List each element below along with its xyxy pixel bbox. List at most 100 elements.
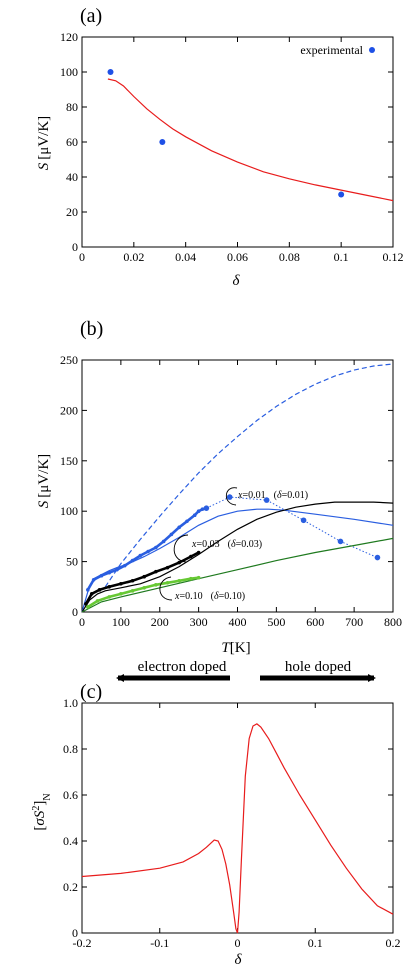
data-point bbox=[107, 570, 112, 575]
panel-b-ylabel-var: S bbox=[36, 500, 52, 508]
data-point bbox=[189, 554, 193, 559]
x-tick-label: -0.2 bbox=[73, 936, 92, 950]
plot-frame bbox=[81, 359, 394, 613]
data-point bbox=[185, 519, 189, 524]
data-point bbox=[161, 539, 166, 544]
data-point bbox=[142, 574, 146, 579]
data-point bbox=[159, 139, 166, 145]
y-tick-label: 200 bbox=[60, 403, 78, 417]
data-point bbox=[142, 586, 146, 590]
y-tick-label: 0.6 bbox=[63, 788, 78, 802]
series-line-0 bbox=[81, 723, 394, 934]
y-tick-label: 250 bbox=[60, 353, 78, 367]
y-tick-label: 0.2 bbox=[63, 880, 78, 894]
y-tick-label: 60 bbox=[66, 135, 78, 149]
data-point bbox=[86, 588, 90, 592]
hole-doped-label: hole doped bbox=[285, 659, 352, 675]
panel-c-ylabel-sigma: σS bbox=[32, 810, 48, 825]
data-point bbox=[107, 69, 114, 75]
data-point bbox=[203, 505, 210, 511]
plot-b-area: 0 100 200 300 400 500 600 700 800 0 50 100 150 200 250 bbox=[60, 353, 402, 629]
data-point bbox=[130, 578, 135, 583]
data-point bbox=[119, 581, 123, 586]
annotation-x010: x=0.10 (δ=0.10) bbox=[174, 591, 245, 602]
x-tick-label: 200 bbox=[151, 615, 169, 629]
panel-a-ylabel-unit: [μV/K] bbox=[36, 116, 52, 160]
y-tick-label: 40 bbox=[66, 170, 78, 184]
x-tick-label: 0 bbox=[79, 615, 85, 629]
electron-doped-label: electron doped bbox=[138, 659, 227, 675]
x-tick-label: 0.04 bbox=[175, 250, 196, 264]
legend-label-experimental: experimental bbox=[300, 43, 363, 57]
y-tick-label: 0 bbox=[72, 926, 78, 940]
data-point bbox=[86, 605, 90, 609]
panel-b-xlabel: T[K] bbox=[221, 640, 250, 656]
annotation-bracket-x003 bbox=[173, 534, 189, 563]
data-point bbox=[146, 549, 150, 554]
series-dotted-line bbox=[206, 496, 378, 559]
panel-c-label: (c) bbox=[80, 681, 102, 703]
x-tick-label: 0 bbox=[79, 250, 85, 264]
data-point bbox=[263, 497, 270, 503]
x-tick-label: 0 bbox=[235, 936, 241, 950]
data-point bbox=[226, 494, 233, 500]
annotation-bracket-x010 bbox=[159, 576, 173, 601]
panel-a-ylabel-var: S bbox=[36, 162, 52, 170]
data-point bbox=[177, 560, 181, 565]
y-tick-label: 20 bbox=[66, 205, 78, 219]
panel-b: (b) 0 100 200 300 400 500 600 700 800 0 50 100 150 20… bbox=[36, 318, 402, 656]
panel-b-label: (b) bbox=[80, 318, 103, 340]
data-point bbox=[130, 589, 135, 593]
x-tick-label: 0.12 bbox=[383, 250, 404, 264]
panel-b-ylabel: S [μV/K] bbox=[36, 454, 52, 508]
data-point bbox=[300, 517, 307, 524]
panel-c-ylabel-sup: 2 bbox=[31, 806, 42, 811]
series-line-4 bbox=[81, 501, 394, 613]
panel-a-xlabel: δ bbox=[233, 273, 241, 289]
plot-frame bbox=[81, 36, 394, 248]
y-tick-label: 0.8 bbox=[63, 742, 78, 756]
data-point bbox=[177, 578, 181, 583]
x-tick-label: 0.02 bbox=[123, 250, 144, 264]
annotation-bracket-x001 bbox=[225, 487, 238, 506]
x-tick-label: 0.2 bbox=[386, 936, 401, 950]
panel-b-xlabel-var: T bbox=[221, 640, 231, 656]
x-tick-label: 300 bbox=[190, 615, 208, 629]
y-tick-label: 100 bbox=[60, 65, 78, 79]
x-tick-label: 700 bbox=[345, 615, 363, 629]
plot-a-area: 0 0.02 0.04 0.06 0.08 0.1 0.12 0 20 40 60 80 100 120 bbox=[60, 30, 404, 264]
panel-c: (c) electron doped hole doped -0.2 -0.1 0 0… bbox=[31, 659, 401, 968]
series-line-6 bbox=[81, 537, 394, 613]
x-tick-label: 0.1 bbox=[334, 250, 349, 264]
annotation-x003: x=0.03 (δ=0.03) bbox=[191, 539, 262, 550]
panel-c-xlabel: δ bbox=[235, 952, 243, 968]
y-tick-label: 0 bbox=[72, 605, 78, 619]
data-point bbox=[154, 545, 158, 550]
data-point bbox=[89, 592, 94, 596]
data-point bbox=[84, 602, 88, 606]
x-tick-label: -0.1 bbox=[150, 936, 169, 950]
panel-c-ylabel-sub: N bbox=[42, 793, 53, 800]
data-point bbox=[189, 576, 193, 581]
panel-b-xlabel-unit: [K] bbox=[230, 640, 251, 656]
legend-marker-experimental bbox=[369, 47, 375, 53]
data-point bbox=[107, 585, 112, 589]
data-point bbox=[154, 582, 158, 587]
y-tick-label: 0.4 bbox=[63, 834, 78, 848]
x-tick-label: 0.1 bbox=[308, 936, 323, 950]
x-tick-label: 100 bbox=[112, 615, 130, 629]
x-tick-label: 600 bbox=[306, 615, 324, 629]
panel-a-label: (a) bbox=[80, 5, 102, 27]
x-tick-label: 800 bbox=[384, 615, 402, 629]
data-point bbox=[99, 573, 104, 578]
x-tick-label: 0.06 bbox=[227, 250, 248, 264]
y-tick-label: 0 bbox=[72, 240, 78, 254]
panel-a: (a) 0 0.02 0.04 0.06 0.08 0.1 0.12 0 20 40 60 80 100… bbox=[36, 5, 404, 289]
data-point bbox=[130, 558, 135, 563]
data-point bbox=[119, 592, 123, 596]
panel-a-ylabel: S [μV/K] bbox=[36, 116, 52, 170]
data-point bbox=[165, 580, 170, 585]
series-line-0 bbox=[104, 363, 394, 588]
y-tick-label: 150 bbox=[60, 454, 78, 468]
